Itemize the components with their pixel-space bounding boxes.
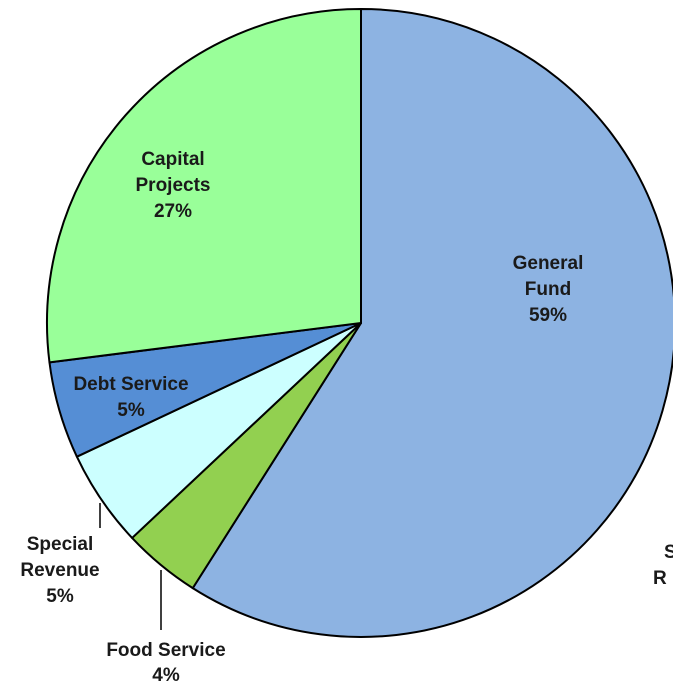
slice-label-general-fund: General Fund 59%: [513, 253, 584, 326]
slice-label-debt-service: Debt Service 5%: [73, 374, 188, 421]
slice-label-food-service: Food Service 4%: [106, 640, 225, 686]
slice-label-capital-projects: Capital Projects 27%: [136, 149, 211, 222]
pie-slice-general-fund: [191, 8, 673, 638]
slice-labels: General Fund 59% Food Service 4%Special Reven…: [20, 149, 673, 686]
pie-slice-capital-projects: [46, 8, 362, 364]
pie-slices: [46, 8, 673, 638]
slice-label-special-revenue: Special Revenue 5%: [20, 534, 99, 607]
leader-lines: [99, 503, 162, 630]
